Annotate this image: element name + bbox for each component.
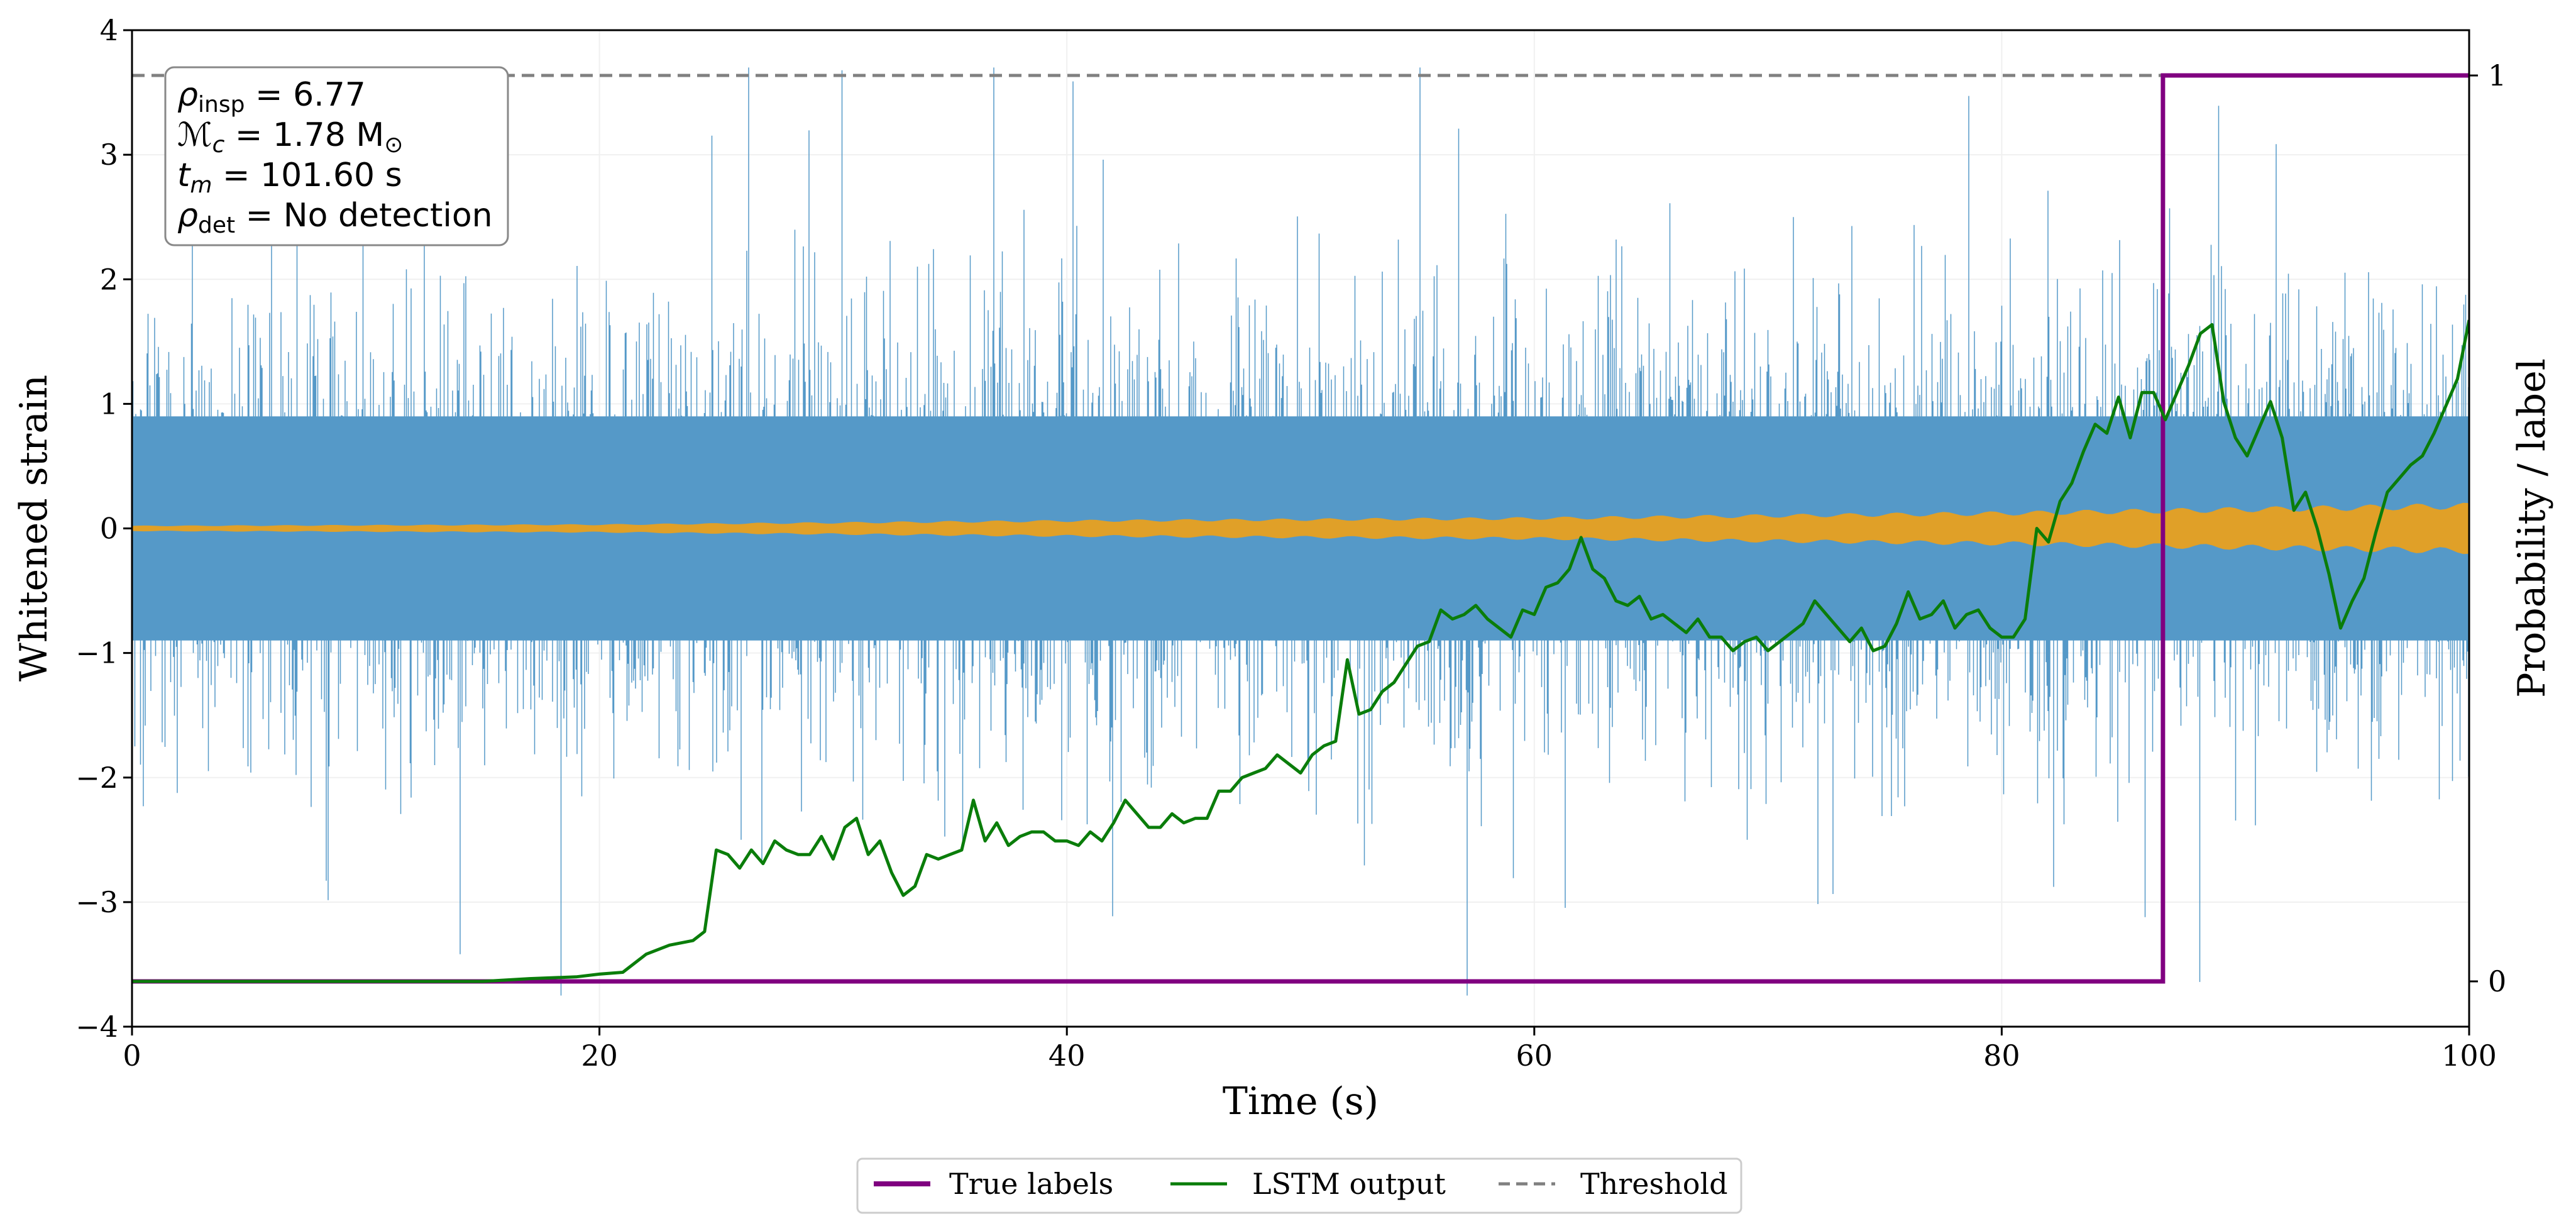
y2-axis-label: Probability / label <box>2510 358 2554 698</box>
signal-envelope <box>132 502 2469 555</box>
x-axis-label: Time (s) <box>1223 1079 1379 1123</box>
signal-series <box>132 502 2469 555</box>
y2-tick-label: 1 <box>2488 58 2506 92</box>
y-tick-label: −1 <box>75 636 118 670</box>
x-tick-label: 100 <box>2441 1039 2497 1073</box>
y-axis-label: Whitened strain <box>12 375 56 682</box>
annotation-chirp-mass: ℳc = 1.78 M⊙ <box>177 116 403 158</box>
legend: True labels LSTM output Threshold <box>856 1157 1742 1214</box>
y-tick-label: 1 <box>100 387 118 421</box>
x-tick-label: 60 <box>1516 1039 1553 1073</box>
y-tick-label: 3 <box>100 138 118 172</box>
y2-tick-label: 0 <box>2488 964 2506 998</box>
annotation-merger-time: tm = 101.60 s <box>177 157 402 198</box>
annotation-box: ρinsp = 6.77 ℳc = 1.78 M⊙ tm = 101.60 s … <box>164 66 509 246</box>
x-tick-label: 0 <box>123 1039 141 1073</box>
true-labels-line <box>132 73 2469 984</box>
lstm-output-line <box>132 319 2469 983</box>
legend-frame <box>856 1157 1742 1214</box>
legend-label-lstm-output: LSTM output <box>1252 1167 1446 1201</box>
y-tick-label: 4 <box>100 13 118 47</box>
x-tick-label: 40 <box>1049 1039 1086 1073</box>
x-tick-label: 80 <box>1983 1039 2020 1073</box>
legend-label-threshold: Threshold <box>1580 1167 1728 1201</box>
y-tick-label: 2 <box>100 262 118 296</box>
annotation-rho-insp: ρinsp = 6.77 <box>177 76 366 118</box>
y-tick-label: −2 <box>75 761 118 795</box>
annotation-rho-det: ρdet = No detection <box>177 197 493 238</box>
y-tick-label: −3 <box>75 885 118 919</box>
y-tick-label: −4 <box>75 1010 118 1044</box>
legend-label-true-labels: True labels <box>949 1167 1113 1201</box>
x-tick-label: 20 <box>581 1039 618 1073</box>
annotation-frame <box>164 66 509 246</box>
y-tick-label: 0 <box>100 512 118 546</box>
